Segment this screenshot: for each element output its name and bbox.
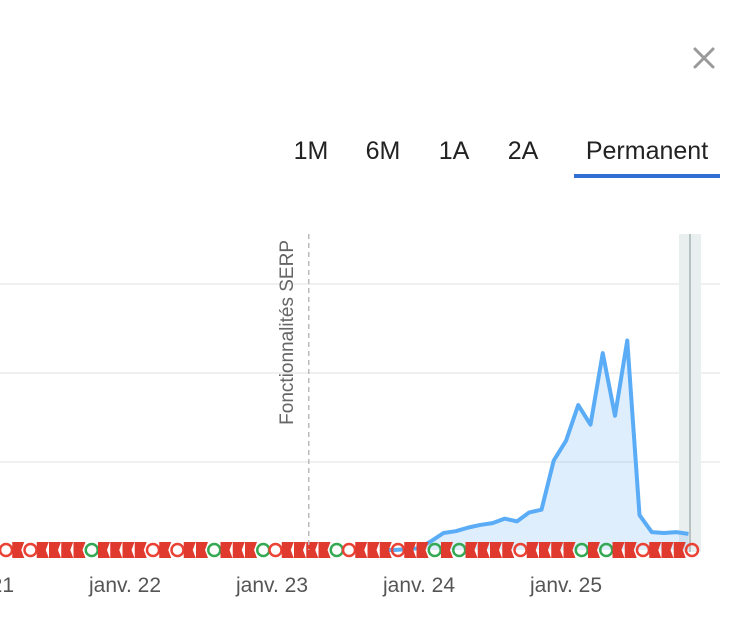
google-icon: [329, 542, 344, 558]
google-icon: [341, 542, 357, 558]
x-tick-label: janv. 21: [0, 574, 14, 597]
flag-icon: [318, 542, 331, 558]
google-icon: [635, 542, 651, 558]
area-fill: [382, 340, 689, 550]
serp-feature-icons: [0, 542, 700, 558]
active-tab-underline: [574, 174, 720, 178]
close-icon[interactable]: [693, 47, 715, 69]
google-icon: [513, 542, 528, 558]
x-tick-label: janv. 25: [529, 574, 602, 597]
flag-icon: [98, 542, 110, 558]
flag-icon: [612, 542, 625, 558]
flag-icon: [367, 542, 380, 558]
flag-icon: [49, 542, 61, 558]
flag-icon: [61, 542, 74, 558]
flag-icon: [539, 542, 551, 558]
flag-icon: [306, 542, 319, 558]
flag-icon: [159, 542, 172, 558]
google-icon: [599, 542, 614, 558]
flag-icon: [465, 542, 478, 558]
google-icon: [170, 542, 185, 558]
google-icon: [0, 542, 14, 558]
range-tab[interactable]: 6M: [366, 137, 401, 165]
google-icon: [427, 542, 442, 558]
flag-icon: [379, 542, 392, 558]
series-line: [382, 338, 689, 552]
flag-icon: [245, 542, 257, 558]
flag-icon: [232, 542, 245, 558]
flag-icon: [416, 542, 429, 558]
plot: [382, 338, 689, 552]
google-icon: [23, 542, 38, 558]
x-tick-label: janv. 24: [382, 574, 455, 597]
flag-icon: [502, 542, 515, 558]
flag-icon: [673, 542, 686, 558]
google-icon: [452, 542, 467, 558]
flag-icon: [355, 542, 368, 558]
flag-icon: [551, 542, 564, 558]
range-tab[interactable]: 1M: [294, 137, 329, 165]
flag-icon: [281, 542, 294, 558]
google-icon: [574, 542, 589, 558]
range-tab[interactable]: Permanent: [586, 137, 708, 165]
flag-icon: [134, 542, 147, 558]
flag-icon: [294, 542, 306, 558]
flag-icon: [563, 542, 576, 558]
flag-icon: [404, 542, 417, 558]
flag-icon: [73, 542, 86, 558]
google-icon: [256, 542, 271, 558]
range-tab[interactable]: 2A: [508, 137, 539, 165]
x-tick-label: janv. 23: [235, 574, 308, 597]
range-tab[interactable]: 1A: [439, 137, 470, 165]
flag-icon: [490, 542, 502, 558]
annotation-label: Fonctionnalités SERP: [277, 240, 298, 425]
range-tabs: 1M 6M 1A 2A Permanent: [294, 137, 720, 178]
flag-icon: [526, 542, 539, 558]
flag-icon: [649, 542, 662, 558]
flag-icon: [477, 542, 490, 558]
google-icon: [390, 542, 406, 558]
flag-icon: [196, 542, 208, 558]
flag-icon: [36, 542, 49, 558]
flag-icon: [122, 542, 135, 558]
flag-icon: [588, 542, 600, 558]
flag-icon: [441, 542, 453, 558]
google-icon: [84, 542, 99, 558]
close-button[interactable]: [693, 47, 715, 69]
x-tick-label: janv. 22: [88, 574, 161, 597]
flag-icon: [220, 542, 233, 558]
flag-icon: [183, 542, 196, 558]
google-icon: [145, 542, 161, 558]
google-icon: [684, 542, 700, 558]
google-icon: [268, 542, 283, 558]
flag-icon: [661, 542, 674, 558]
flag-icon: [110, 542, 123, 558]
google-icon: [207, 542, 222, 558]
flag-icon: [624, 542, 637, 558]
flag-icon: [12, 542, 25, 558]
